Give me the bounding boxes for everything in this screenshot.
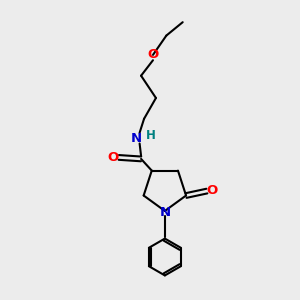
Text: H: H [146,129,156,142]
Text: N: N [131,132,142,145]
Text: O: O [108,151,119,164]
Text: O: O [147,48,159,62]
Text: O: O [207,184,218,197]
Text: N: N [159,206,170,219]
